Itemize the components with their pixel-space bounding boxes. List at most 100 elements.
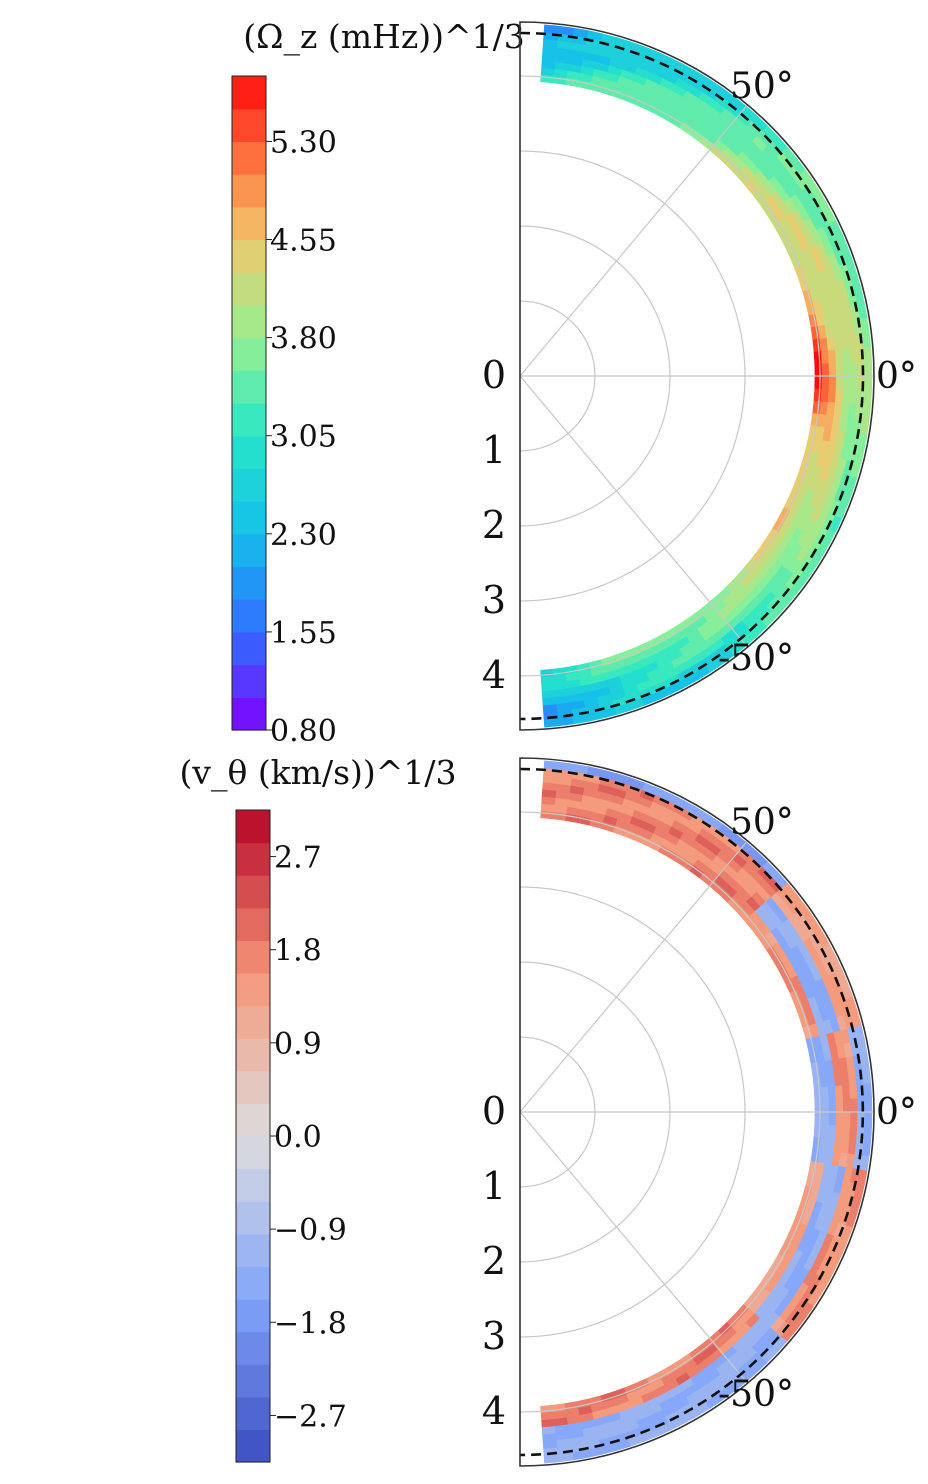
- colorbar-title-omega: (Ω_z (mHz))^1/3: [243, 17, 524, 57]
- colorbar-segment: [232, 501, 266, 535]
- field-cell: [828, 362, 837, 377]
- field-cell: [558, 1452, 575, 1463]
- colorbar-segment: [236, 1266, 270, 1300]
- colorbar-tick-label: 5.30: [270, 125, 337, 160]
- colorbar-segment: [236, 1038, 270, 1072]
- field-cell: [864, 375, 873, 391]
- field-cell: [558, 761, 575, 772]
- radial-tick-label: 4: [482, 1389, 506, 1433]
- colorbar-segment: [232, 435, 266, 469]
- field-cell: [842, 1111, 851, 1127]
- colorbar-segment: [236, 1201, 270, 1235]
- dashed-boundary: [519, 767, 865, 1457]
- field-cell: [863, 390, 873, 406]
- colorbar-segment: [232, 697, 266, 731]
- colorbar-vtheta: −2.7 −1.8 −0.9 0.0 0.9 1.8 2.7: [235, 809, 347, 1463]
- v-theta-panel: (v_θ (km/s))^1/3 −2.7 −1.8 −0.9 0.0 0.9 1.8 2.…: [179, 753, 917, 1467]
- colorbar-segment: [232, 370, 266, 404]
- field-cell: [828, 375, 837, 390]
- field-cell: [813, 350, 823, 365]
- colorbar-segment: [232, 174, 266, 208]
- field-cell: [835, 1098, 844, 1113]
- field-cell: [861, 1140, 872, 1157]
- field-cell: [820, 349, 830, 364]
- colorbar-segment: [236, 1233, 270, 1267]
- field-cell: [814, 1111, 823, 1125]
- field-cell: [849, 1125, 858, 1141]
- field-cell: [842, 389, 851, 404]
- field-cell: [821, 375, 830, 390]
- field-cell: [543, 1454, 560, 1464]
- field-cell: [842, 1084, 851, 1099]
- field-cell: [828, 1098, 837, 1113]
- field-cell: [820, 388, 830, 403]
- colorbar-tick-label: 1.8: [274, 934, 322, 969]
- field-cell: [861, 331, 872, 348]
- colorbar-tick-label: 2.7: [274, 841, 322, 876]
- field-cell: [849, 389, 858, 405]
- polar-frame: [519, 21, 875, 731]
- grid-spoke: [519, 840, 749, 1113]
- dashed-boundary: [519, 31, 865, 721]
- field-cell: [827, 1085, 837, 1100]
- colorbar-segment: [236, 1364, 270, 1398]
- latitude-label: -50°: [718, 1374, 794, 1415]
- field-cell: [543, 24, 560, 34]
- polar-plot-vtheta: 0 1 2 3 4 50° 0° -50°: [482, 757, 917, 1467]
- colorbar-tick-label: 0.0: [274, 1120, 322, 1155]
- field-cell: [827, 349, 837, 364]
- radial-tick-label: 4: [482, 653, 506, 697]
- colorbar-tick-label: 3.80: [270, 322, 337, 357]
- colorbar-segment: [232, 599, 266, 633]
- colorbar-segment: [236, 875, 270, 909]
- radial-tick-label: 2: [482, 1239, 506, 1283]
- field-cell: [821, 362, 830, 377]
- field-cell: [814, 363, 823, 377]
- field-cell: [814, 375, 823, 389]
- field-cell: [835, 1111, 844, 1126]
- colorbar-tick-label: 1.55: [270, 616, 337, 651]
- field-cell: [861, 404, 872, 421]
- grid-spoke: [519, 375, 749, 648]
- field-cell: [864, 361, 873, 377]
- field-cell: [842, 1097, 851, 1113]
- field-cell: [861, 1067, 872, 1084]
- colorbar-tick-label: 3.05: [270, 420, 337, 455]
- colorbar-title-vtheta: (v_θ (km/s))^1/3: [179, 753, 456, 793]
- colorbar-tick-label: 0.80: [270, 714, 337, 749]
- colorbar-tick-label: −1.8: [274, 1306, 347, 1341]
- colorbar-segment: [232, 304, 266, 339]
- colorbar-tick-label: −0.9: [274, 1213, 347, 1248]
- colorbar-segment: [236, 1103, 270, 1137]
- field-cell: [558, 25, 575, 36]
- radial-tick-label: 0: [482, 1089, 506, 1133]
- colorbar-segment: [232, 76, 266, 110]
- field-cell: [864, 1097, 873, 1113]
- colorbar-segment: [236, 810, 270, 844]
- colorbar-segment: [232, 631, 266, 666]
- polar-frame: [519, 757, 875, 1467]
- field-cell: [821, 1098, 830, 1113]
- field-cell: [842, 348, 851, 363]
- field-cell: [834, 348, 844, 364]
- radial-tick-label: 1: [482, 428, 506, 472]
- field-cell: [820, 1124, 830, 1139]
- colorbar-tick-label: 2.30: [270, 518, 337, 553]
- colorbar-segment: [236, 1136, 270, 1170]
- field-cell: [835, 375, 844, 390]
- field-cell: [850, 361, 859, 377]
- colorbar-segment: [236, 842, 270, 876]
- colorbar-segment: [236, 907, 270, 941]
- colorbar-segment: [232, 533, 266, 568]
- colorbar-segment: [236, 1331, 270, 1365]
- colorbar-tick-label: 4.55: [270, 224, 337, 259]
- omega-z-panel: (Ω_z (mHz))^1/3 0.80 1.55 2.30 3.05 3.80 4.55…: [231, 17, 917, 749]
- field-cell: [834, 388, 844, 404]
- field-cell: [813, 1086, 823, 1101]
- radial-tick-label: 1: [482, 1164, 506, 1208]
- field-cell: [543, 718, 560, 728]
- colorbar-segment: [232, 272, 266, 306]
- field-cell: [828, 1111, 837, 1126]
- field-cell: [813, 1123, 823, 1138]
